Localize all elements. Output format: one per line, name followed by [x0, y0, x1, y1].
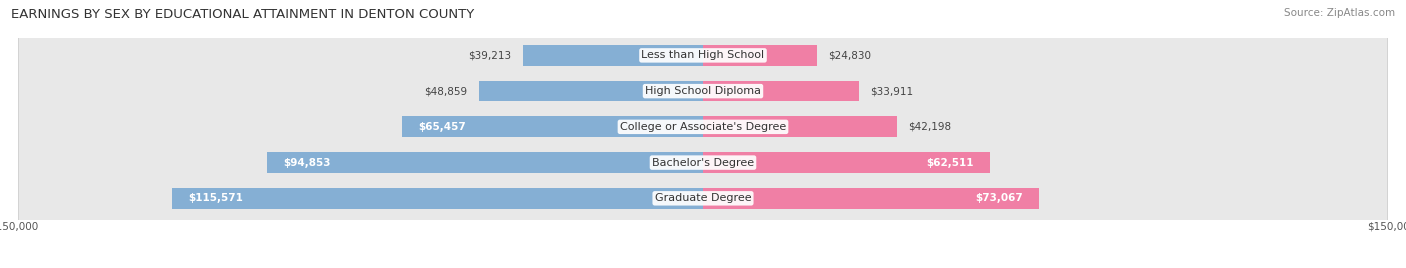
Text: $73,067: $73,067	[974, 193, 1022, 203]
Text: $62,511: $62,511	[927, 158, 974, 168]
Text: Less than High School: Less than High School	[641, 50, 765, 60]
Text: $42,198: $42,198	[908, 122, 952, 132]
FancyBboxPatch shape	[18, 0, 1388, 268]
Text: Source: ZipAtlas.com: Source: ZipAtlas.com	[1284, 8, 1395, 18]
Bar	[703, 152, 990, 173]
Bar	[703, 45, 817, 66]
Bar	[402, 117, 703, 137]
FancyBboxPatch shape	[18, 0, 1388, 268]
Bar	[172, 188, 703, 209]
Bar	[523, 45, 703, 66]
Bar	[478, 81, 703, 102]
Text: Bachelor's Degree: Bachelor's Degree	[652, 158, 754, 168]
Text: EARNINGS BY SEX BY EDUCATIONAL ATTAINMENT IN DENTON COUNTY: EARNINGS BY SEX BY EDUCATIONAL ATTAINMEN…	[11, 8, 474, 21]
Bar	[703, 188, 1039, 209]
Bar	[703, 117, 897, 137]
FancyBboxPatch shape	[18, 0, 1388, 268]
Text: $39,213: $39,213	[468, 50, 512, 60]
Text: High School Diploma: High School Diploma	[645, 86, 761, 96]
Text: $33,911: $33,911	[870, 86, 914, 96]
Bar	[267, 152, 703, 173]
FancyBboxPatch shape	[18, 0, 1388, 268]
Text: $115,571: $115,571	[188, 193, 243, 203]
Text: $48,859: $48,859	[425, 86, 467, 96]
Text: $65,457: $65,457	[419, 122, 467, 132]
Text: College or Associate's Degree: College or Associate's Degree	[620, 122, 786, 132]
Text: Graduate Degree: Graduate Degree	[655, 193, 751, 203]
Text: $24,830: $24,830	[828, 50, 872, 60]
FancyBboxPatch shape	[18, 0, 1388, 268]
Bar	[703, 81, 859, 102]
Text: $94,853: $94,853	[284, 158, 330, 168]
